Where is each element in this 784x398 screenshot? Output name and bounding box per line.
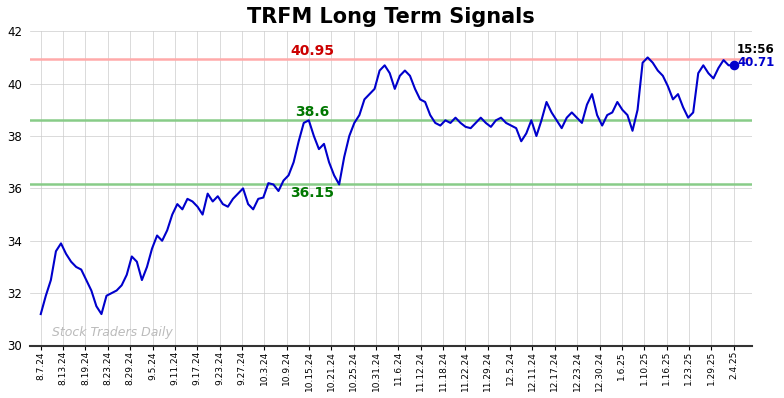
Text: 38.6: 38.6 bbox=[296, 105, 330, 119]
Text: 15:56: 15:56 bbox=[737, 43, 775, 56]
Text: 36.15: 36.15 bbox=[291, 186, 335, 200]
Point bbox=[728, 62, 740, 68]
Text: Stock Traders Daily: Stock Traders Daily bbox=[52, 326, 172, 339]
Text: 40.71: 40.71 bbox=[737, 56, 775, 69]
Text: 40.95: 40.95 bbox=[291, 44, 335, 58]
Title: TRFM Long Term Signals: TRFM Long Term Signals bbox=[247, 7, 535, 27]
